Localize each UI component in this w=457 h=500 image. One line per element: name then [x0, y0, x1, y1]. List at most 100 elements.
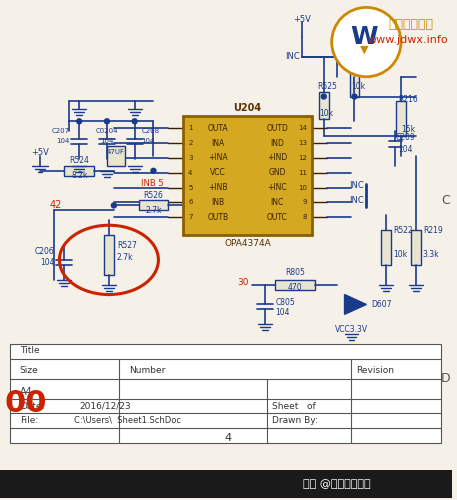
Text: 2016/12/23: 2016/12/23 [79, 402, 131, 411]
Text: 104: 104 [275, 308, 290, 317]
Text: VCC: VCC [210, 168, 226, 177]
Text: 10k: 10k [320, 109, 334, 118]
Text: D: D [441, 372, 450, 385]
Circle shape [132, 119, 137, 124]
Text: 47UF: 47UF [107, 149, 125, 155]
Text: 470: 470 [288, 283, 303, 292]
Text: Date:: Date: [20, 402, 44, 411]
Text: 5: 5 [188, 184, 192, 190]
Text: D607: D607 [371, 300, 392, 309]
Text: GND: GND [268, 168, 286, 177]
Text: R216: R216 [398, 95, 418, 104]
Text: R526: R526 [143, 191, 164, 200]
Bar [64, 166, 94, 175]
Text: C207: C207 [51, 128, 69, 134]
Text: 3.3k: 3.3k [423, 250, 439, 260]
Text: 2.7k: 2.7k [117, 254, 133, 262]
Text: Drawn By:: Drawn By: [272, 416, 318, 425]
Text: 8: 8 [303, 214, 307, 220]
Bar [138, 200, 168, 210]
Text: C: C [441, 194, 450, 207]
Text: INC: INC [349, 196, 364, 205]
Text: R525: R525 [317, 82, 337, 91]
Text: IND: IND [270, 138, 284, 147]
Text: OUTA: OUTA [207, 124, 228, 132]
Text: C208: C208 [142, 128, 159, 134]
Text: 00: 00 [5, 389, 48, 418]
Text: 3: 3 [188, 155, 192, 161]
Text: 8.2k: 8.2k [71, 171, 87, 180]
Text: R524: R524 [69, 156, 89, 166]
Text: Number: Number [129, 366, 165, 376]
Bar [183, 116, 312, 235]
Bar [0, 470, 452, 498]
Text: 11: 11 [298, 170, 307, 176]
Text: C805: C805 [275, 298, 295, 307]
Text: C209: C209 [396, 132, 416, 141]
Text: Revision: Revision [356, 366, 394, 376]
Polygon shape [345, 294, 367, 314]
Bar [411, 230, 421, 265]
Text: 头条 @家电维修论坛: 头条 @家电维修论坛 [303, 478, 371, 488]
Circle shape [112, 203, 117, 208]
Text: 2: 2 [188, 140, 192, 146]
Text: 104: 104 [142, 138, 155, 144]
Text: OUTC: OUTC [267, 213, 287, 222]
Circle shape [77, 119, 82, 124]
Text: Size: Size [20, 366, 38, 376]
Text: 30: 30 [237, 278, 248, 287]
Text: 104: 104 [56, 138, 69, 144]
Bar [396, 102, 406, 136]
Text: R527: R527 [117, 240, 137, 250]
Text: 42: 42 [49, 200, 62, 210]
Text: 7: 7 [188, 214, 192, 220]
Text: INC: INC [271, 198, 284, 207]
Text: +INB: +INB [208, 183, 228, 192]
Text: 10k: 10k [351, 82, 366, 91]
Text: 10k: 10k [393, 250, 407, 260]
Text: +5V: +5V [293, 15, 311, 24]
Circle shape [332, 8, 401, 76]
Text: VCC3.3V: VCC3.3V [335, 324, 368, 334]
Text: R805: R805 [285, 268, 305, 278]
Text: INB: INB [211, 198, 224, 207]
Text: OUTD: OUTD [266, 124, 288, 132]
Text: 14: 14 [298, 125, 307, 131]
Text: 15k: 15k [401, 124, 415, 134]
Text: 2.7k: 2.7k [145, 206, 162, 215]
Bar [10, 344, 441, 443]
Text: +5V: +5V [31, 148, 48, 158]
Text: OPA4374A: OPA4374A [224, 238, 271, 248]
Bar [107, 146, 125, 166]
Text: 104: 104 [40, 258, 54, 268]
Text: Sheet   of: Sheet of [272, 402, 316, 411]
Bar [275, 280, 315, 289]
Text: 9: 9 [303, 200, 307, 205]
Circle shape [321, 94, 326, 99]
Text: +INA: +INA [208, 154, 228, 162]
Text: 10: 10 [298, 184, 307, 190]
Text: OUTB: OUTB [207, 213, 228, 222]
Text: U204: U204 [234, 104, 261, 114]
Text: 1: 1 [188, 125, 192, 131]
Text: Title: Title [20, 346, 39, 356]
Text: 13: 13 [298, 140, 307, 146]
Text: W: W [351, 25, 378, 49]
Text: 104: 104 [100, 138, 114, 144]
Text: C206: C206 [35, 248, 54, 256]
Text: +INC: +INC [267, 183, 287, 192]
Text: +IND: +IND [267, 154, 287, 162]
Bar [381, 230, 391, 265]
Text: INA: INA [211, 138, 224, 147]
Circle shape [151, 168, 156, 173]
Text: C0204: C0204 [96, 128, 118, 134]
Text: 家电维修论坛: 家电维修论坛 [388, 18, 433, 31]
Text: File:: File: [20, 416, 38, 425]
Text: INC: INC [349, 181, 364, 190]
Text: R219: R219 [423, 226, 442, 234]
Bar [319, 92, 329, 120]
Text: 4: 4 [224, 433, 231, 443]
Text: 4: 4 [188, 170, 192, 176]
Circle shape [105, 119, 109, 124]
Text: A4: A4 [20, 386, 32, 396]
